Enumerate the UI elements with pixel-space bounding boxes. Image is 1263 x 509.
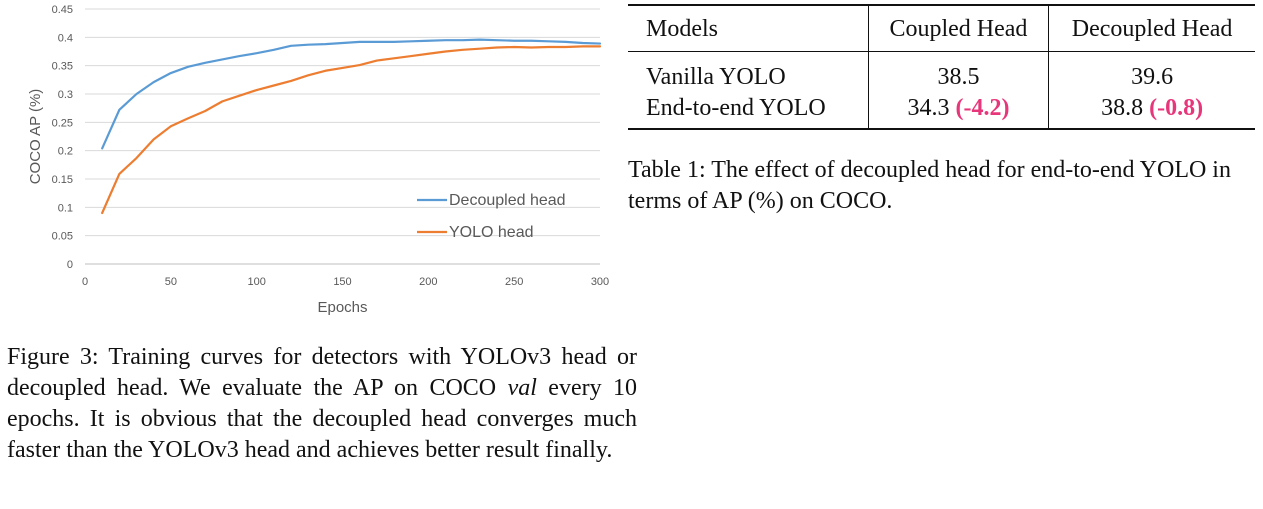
row-decoupled-value: 38.8 (-0.8) <box>1048 93 1255 130</box>
x-tick-label: 150 <box>333 276 351 288</box>
results-table: Models Coupled Head Decoupled Head Vanil… <box>628 4 1255 130</box>
y-tick-label: 0.35 <box>52 61 73 73</box>
x-axis-label: Epochs <box>317 299 367 316</box>
x-tick-label: 300 <box>591 276 609 288</box>
y-tick-label: 0.25 <box>52 117 73 129</box>
decoupled-ap: 39.6 <box>1131 64 1174 90</box>
header-coupled-head: Coupled Head <box>867 4 1049 52</box>
series-line-yolo-head <box>101 45 602 215</box>
decoupled-delta: (-0.8) <box>1149 95 1204 121</box>
figure-caption: Figure 3: Training curves for detectors … <box>7 342 637 466</box>
legend-label: YOLO head <box>449 224 534 241</box>
coupled-ap: 34.3 <box>907 95 950 121</box>
decoupled-ap: 38.8 <box>1101 95 1144 121</box>
x-tick-label: 0 <box>82 276 88 288</box>
x-tick-label: 200 <box>419 276 437 288</box>
table-caption: Table 1: The effect of decoupled head fo… <box>628 157 1231 214</box>
coupled-ap: 38.5 <box>937 64 980 90</box>
x-tick-label: 50 <box>165 276 177 288</box>
row-coupled-value: 38.5 <box>867 51 1049 93</box>
coupled-delta: (-4.2) <box>955 95 1010 121</box>
results-table-block: Models Coupled Head Decoupled Head Vanil… <box>628 4 1255 130</box>
y-tick-label: 0.45 <box>52 4 73 16</box>
y-tick-label: 0.3 <box>58 89 73 101</box>
row-model-name: End-to-end YOLO <box>628 93 869 130</box>
y-tick-label: 0 <box>67 259 73 271</box>
training-curve-chart: 0 0.05 0.1 0.15 0.2 0.25 0.3 0.35 0.4 0.45 0 50 100 1… <box>27 4 609 316</box>
row-model-name: Vanilla YOLO <box>646 64 786 90</box>
row-decoupled-value: 39.6 <box>1048 51 1255 93</box>
y-tick-label: 0.05 <box>52 231 73 243</box>
figure-caption-suffix: every 10 epochs. It is obvious that the … <box>7 375 638 463</box>
header-models: Models <box>628 4 869 52</box>
series-line-decoupled-head <box>101 38 602 150</box>
table-row: Vanilla YOLO 38.5 39.6 <box>628 51 1255 93</box>
training-curve-figure: 0 0.05 0.1 0.15 0.2 0.25 0.3 0.35 0.4 0.45 0 50 100 1… <box>0 0 620 330</box>
figure-caption-prefix: Figure 3: Training curves for detectors … <box>7 344 637 401</box>
header-decoupled-head: Decoupled Head <box>1048 4 1255 52</box>
row-coupled-value: 34.3 (-4.2) <box>867 93 1049 130</box>
legend-label: Decoupled head <box>449 192 566 209</box>
x-tick-label: 100 <box>247 276 265 288</box>
table-row: End-to-end YOLO 34.3 (-4.2) 38.8 (-0.8) <box>628 93 1255 130</box>
figure-caption-italic: val <box>507 375 537 401</box>
y-tick-label: 0.1 <box>58 202 73 214</box>
y-tick-label: 0.15 <box>52 174 73 186</box>
y-axis-label: COCO AP (%) <box>27 89 44 185</box>
x-tick-label: 250 <box>505 276 523 288</box>
table-header-row: Models Coupled Head Decoupled Head <box>628 4 1255 52</box>
y-tick-label: 0.2 <box>58 146 73 158</box>
y-tick-label: 0.4 <box>58 32 73 44</box>
